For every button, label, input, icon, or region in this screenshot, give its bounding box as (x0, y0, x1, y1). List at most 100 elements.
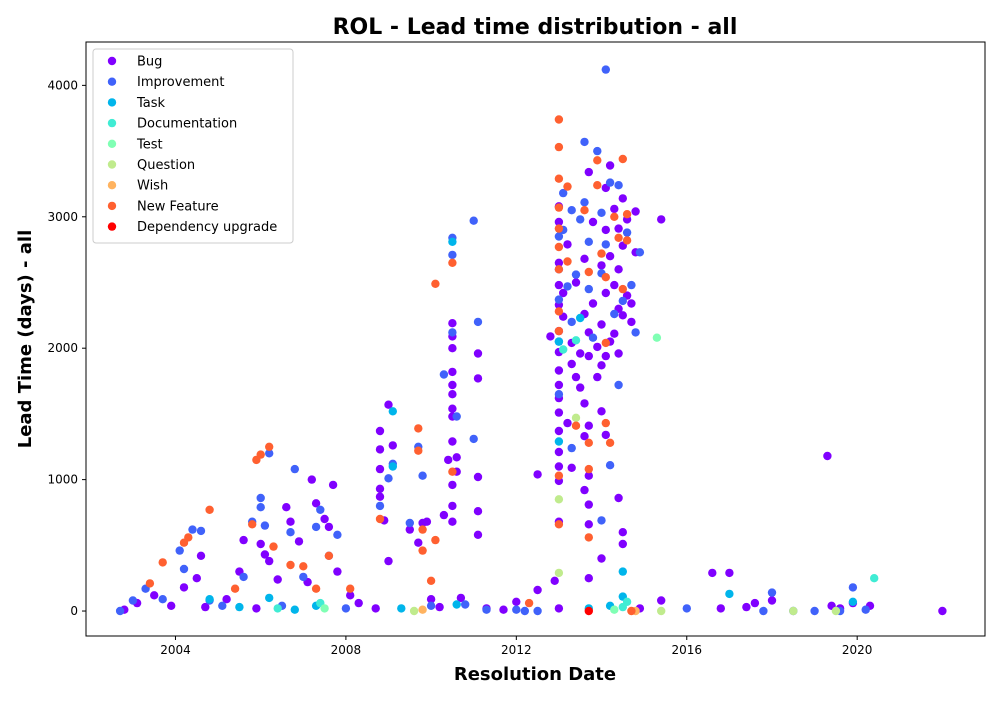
data-point (201, 602, 210, 612)
data-point (333, 530, 342, 539)
y-tick-label: 4000 (47, 78, 78, 92)
data-point (196, 526, 206, 536)
data-point (448, 404, 457, 413)
data-point (260, 521, 270, 530)
data-point (588, 217, 598, 227)
data-point (831, 606, 841, 616)
data-point (469, 216, 478, 225)
legend: Bug Improvement Task Documentation Test Quest… (92, 48, 294, 244)
data-point (554, 520, 564, 529)
data-point (239, 572, 248, 582)
data-point (584, 533, 593, 542)
data-point (448, 501, 457, 511)
data-point (473, 472, 483, 482)
data-point (282, 503, 291, 512)
data-point (448, 237, 457, 246)
data-points (115, 65, 947, 616)
legend-marker (107, 77, 117, 86)
y-tick-label: 0 (70, 604, 78, 618)
data-point (870, 574, 879, 583)
data-point (571, 372, 581, 382)
data-point (584, 421, 593, 430)
data-point (610, 204, 619, 214)
data-point (601, 351, 610, 361)
data-point (346, 591, 355, 600)
data-point (269, 542, 278, 551)
data-point (265, 593, 274, 603)
data-point (499, 605, 508, 614)
data-point (742, 602, 751, 612)
data-point (810, 606, 819, 616)
data-point (448, 258, 457, 267)
data-point (405, 525, 414, 534)
data-point (520, 606, 529, 616)
data-point (448, 319, 457, 328)
data-point (524, 598, 534, 608)
data-point (576, 313, 585, 323)
data-point (767, 588, 777, 597)
data-point (311, 584, 321, 593)
data-point (324, 522, 334, 532)
data-point (554, 265, 564, 274)
data-point (554, 326, 564, 336)
data-point (601, 273, 610, 282)
data-point (584, 464, 593, 474)
y-axis-label: Lead Time (days) - all (15, 230, 36, 449)
data-point (452, 412, 461, 421)
chart-title: ROL - Lead time distribution - all (333, 15, 738, 40)
data-point (384, 400, 393, 409)
data-point (286, 528, 295, 537)
data-point (418, 525, 427, 534)
data-point (375, 426, 385, 436)
data-point (584, 520, 593, 529)
data-point (601, 288, 610, 298)
plot-frame (85, 41, 986, 637)
data-point (448, 390, 457, 399)
data-point (610, 280, 619, 290)
x-axis-ticks: 2004 2008 2012 2016 2020 (160, 636, 872, 657)
data-point (554, 203, 564, 212)
data-point (167, 601, 176, 610)
legend-marker (107, 56, 117, 66)
data-point (593, 372, 602, 382)
data-point (605, 438, 615, 447)
data-point (448, 328, 457, 337)
legend-label: Wish (137, 179, 168, 194)
data-point (618, 194, 627, 203)
data-point (235, 602, 244, 612)
data-point (622, 597, 632, 606)
data-point (418, 471, 427, 480)
data-point (554, 337, 564, 346)
data-point (448, 480, 457, 490)
data-point (554, 224, 564, 233)
data-point (554, 437, 564, 446)
data-point (431, 535, 440, 545)
data-point (571, 270, 581, 279)
data-point (179, 583, 189, 592)
data-point (601, 240, 610, 249)
data-point (584, 606, 593, 616)
data-point (584, 267, 593, 277)
legend-label: Bug (137, 55, 162, 70)
data-point (205, 595, 214, 604)
data-point (601, 418, 610, 428)
data-point (597, 261, 606, 270)
data-point (414, 424, 423, 433)
data-point (286, 560, 295, 570)
data-point (439, 510, 449, 520)
data-point (375, 501, 385, 511)
data-point (554, 604, 564, 613)
data-point (593, 181, 602, 190)
data-point (576, 215, 585, 224)
x-tick-label: 2020 (842, 643, 873, 657)
data-point (657, 215, 666, 224)
data-point (205, 505, 214, 514)
data-point (179, 564, 189, 574)
data-point (614, 493, 623, 503)
data-point (571, 336, 581, 345)
data-point (614, 349, 623, 358)
data-point (375, 492, 385, 501)
data-point (431, 279, 440, 288)
x-axis-label: Resolution Date (454, 664, 616, 685)
